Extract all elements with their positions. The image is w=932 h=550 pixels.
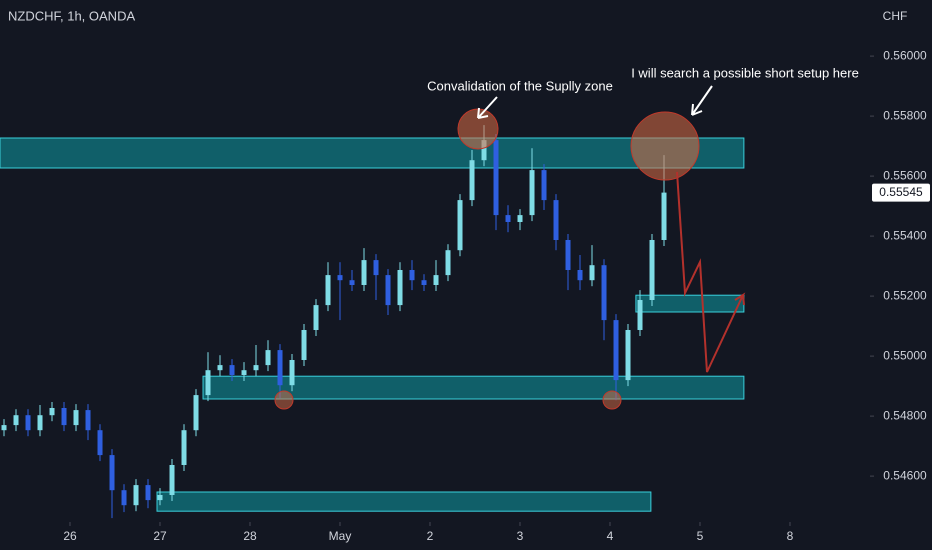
candle-body	[433, 275, 439, 285]
zones	[0, 137, 745, 512]
highlight-circle	[630, 111, 700, 181]
candle-body	[277, 350, 283, 386]
candle-body	[157, 495, 163, 501]
x-tick-label: 4	[607, 529, 614, 543]
y-tick-label: 0.55400	[883, 228, 927, 242]
overlay: Convalidation of the Suplly zone I will …	[274, 65, 859, 410]
highlight-circle	[274, 390, 294, 410]
y-tick-label: 0.56000	[883, 48, 927, 62]
arrow	[477, 96, 498, 119]
y-tick-label: 0.54800	[883, 408, 927, 422]
candle-body	[85, 410, 91, 431]
candle-body	[97, 430, 103, 456]
candle-body	[445, 250, 451, 276]
candle-body	[205, 370, 211, 396]
candle-body	[601, 265, 607, 321]
candle-body	[133, 485, 139, 506]
arrow	[691, 85, 713, 116]
candle-body	[613, 320, 619, 381]
candle-body	[229, 365, 235, 375]
chart-title: NZDCHF, 1h, OANDA	[8, 8, 135, 23]
candle-body	[121, 490, 127, 506]
x-tick-label: May	[329, 529, 352, 543]
candle-body	[481, 140, 487, 161]
annotation: I will search a possible short setup her…	[631, 65, 859, 80]
x-tick-label: 5	[697, 529, 704, 543]
candle-body	[73, 410, 79, 426]
y-tick-label: 0.55200	[883, 288, 927, 302]
y-tick-label: 0.55800	[883, 108, 927, 122]
x-tick-label: 2	[427, 529, 434, 543]
y-tick-label: 0.54600	[883, 468, 927, 482]
candle-body	[325, 275, 331, 306]
candle-body	[13, 415, 19, 426]
candle-body	[541, 170, 547, 201]
zone	[0, 137, 745, 169]
candle-body	[361, 260, 367, 285]
candle-body	[217, 365, 223, 371]
candle-body	[385, 275, 391, 306]
candle-body	[565, 240, 571, 270]
candle-body	[469, 160, 475, 201]
candle-body	[169, 465, 175, 495]
last-price-box	[872, 183, 930, 202]
candles	[1, 125, 667, 519]
candle-body	[25, 415, 31, 431]
projection-path	[676, 171, 746, 373]
candle-body	[649, 240, 655, 300]
candle-body	[457, 200, 463, 251]
candle-body	[313, 305, 319, 330]
candle-body	[373, 260, 379, 276]
candle-body	[289, 360, 295, 386]
candle-body	[109, 455, 115, 491]
candle-body	[625, 330, 631, 381]
candle-body	[553, 200, 559, 240]
candle-body	[61, 408, 67, 426]
x-tick-label: 26	[63, 529, 77, 543]
x-tick-label: 27	[153, 529, 167, 543]
highlight-circle	[602, 390, 622, 410]
candle-body	[529, 170, 535, 216]
candle-body	[589, 265, 595, 281]
y-tick-label: 0.55600	[883, 168, 927, 182]
candle-body	[181, 430, 187, 465]
y-tick-label: 0.55000	[883, 348, 927, 362]
y-axis-label: CHF	[883, 9, 908, 23]
candle-body	[265, 350, 271, 366]
candle-body	[241, 370, 247, 375]
candle-body	[397, 270, 403, 306]
last-price-label: 0.55545	[879, 185, 923, 199]
candle-body	[145, 485, 151, 501]
candle-body	[193, 395, 199, 431]
candle-body	[517, 215, 523, 222]
candle-body	[505, 215, 511, 222]
candle-body	[49, 408, 55, 416]
annotation: Convalidation of the Suplly zone	[427, 78, 613, 93]
candle-body	[661, 192, 667, 240]
candle-body	[253, 365, 259, 371]
candle-body	[37, 415, 43, 431]
x-tick-label: 28	[243, 529, 257, 543]
x-tick-label: 8	[787, 529, 794, 543]
candle-body	[577, 270, 583, 281]
candle-body	[349, 280, 355, 285]
candle-body	[493, 140, 499, 216]
candle-body	[1, 425, 7, 431]
candle-body	[337, 275, 343, 281]
candle-body	[409, 270, 415, 281]
x-tick-label: 3	[517, 529, 524, 543]
candle-body	[637, 300, 643, 330]
candle-body	[301, 330, 307, 360]
candle-body	[421, 280, 427, 285]
zone	[156, 491, 652, 512]
